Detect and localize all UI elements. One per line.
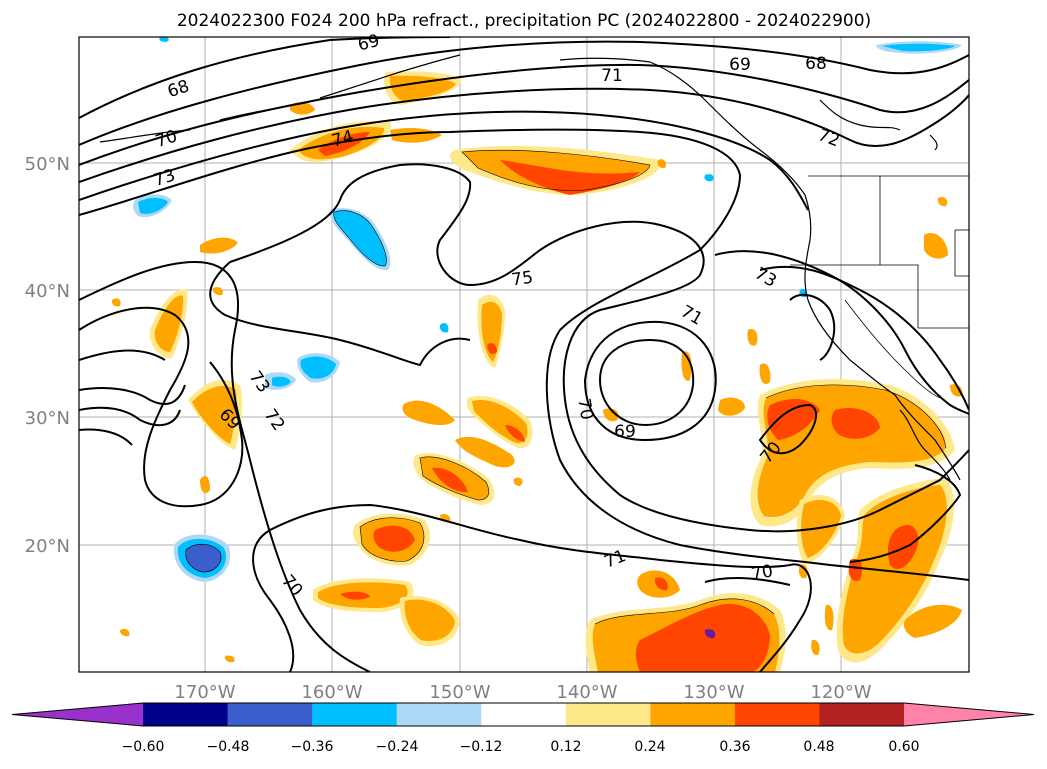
map-border [78,36,970,673]
lon-label: 160°W [301,682,362,703]
colorbar-outline [11,702,1035,727]
colorbar-bin [819,703,905,726]
lat-label: 50°N [25,154,70,175]
contour-label: 70 [750,561,775,584]
longitude-labels: 170°W 160°W 150°W 140°W 130°W 120°W [174,682,871,703]
colorbar-bin [565,703,651,726]
lon-label: 120°W [810,682,871,703]
colorbar-bin [396,703,482,726]
borders [789,175,969,401]
coastlines [99,54,961,481]
colorbar-extend-max [904,703,1034,726]
precip-negative [133,37,962,582]
lon-label: 150°W [429,682,490,703]
colorbar-bin [481,703,567,726]
colorbar-ticks: −0.60 −0.48 −0.36 −0.24 −0.12 0.12 0.24 … [122,739,920,755]
colorbar-tick-label: −0.48 [207,739,250,755]
map-content [79,37,969,672]
colorbar-tick-label: 0.36 [719,739,750,755]
contour-label: 71 [601,66,623,86]
colorbar-tick-label: 0.60 [888,739,919,755]
lat-label: 20°N [25,536,70,557]
colorbar [11,702,1035,727]
lat-label: 30°N [25,408,70,429]
colorbar-bin [227,703,313,726]
colorbar-tick-label: −0.12 [460,739,503,755]
colorbar-extend-min [12,703,143,726]
contour-label: 70 [573,397,596,422]
colorbar-tick-label: −0.36 [291,739,334,755]
colorbar-bin [312,703,398,726]
colorbar-tick-label: 0.48 [803,739,834,755]
lon-label: 130°W [683,682,744,703]
contour-label: 68 [805,54,827,74]
contour-label: 69 [614,422,636,442]
latitude-labels: 50°N 40°N 30°N 20°N [25,154,70,557]
colorbar-tick-label: −0.60 [122,739,165,755]
colorbar-tick-label: −0.24 [376,739,419,755]
colorbar-bin [143,703,229,726]
lat-label: 40°N [25,281,70,302]
colorbar-tick-label: 0.24 [634,739,665,755]
colorbar-bin [734,703,820,726]
contour-label: 75 [510,268,534,291]
colorbar-bin [650,703,736,726]
precip-outlines [185,149,947,625]
figure-title: 2024022300 F024 200 hPa refract., precip… [177,11,871,31]
contour-label: 69 [729,55,751,75]
lon-label: 170°W [174,682,235,703]
lon-label: 140°W [556,682,617,703]
colorbar-tick-label: 0.12 [550,739,581,755]
